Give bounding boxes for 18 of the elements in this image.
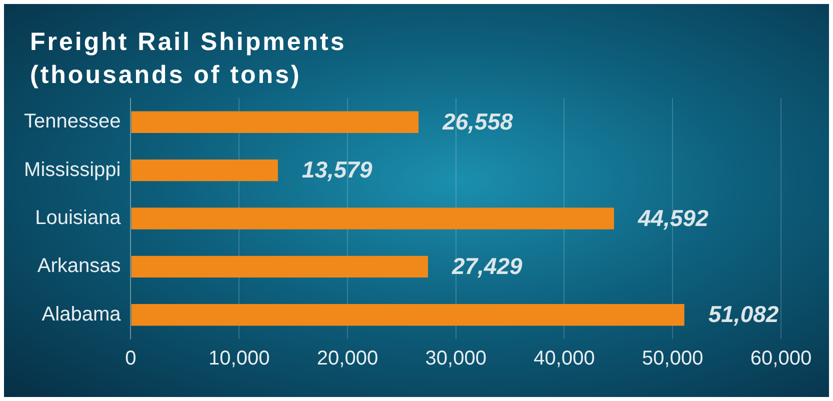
x-tick-label: 20,000: [316, 348, 378, 370]
x-tick-label: 0: [125, 348, 136, 370]
y-tick-label: Tennessee: [24, 110, 121, 133]
data-label: 27,429: [451, 253, 523, 280]
y-tick-label: Alabama: [42, 303, 122, 326]
x-tick-label: 30,000: [425, 348, 486, 370]
data-label: 13,579: [302, 156, 372, 183]
y-tick-label: Mississippi: [24, 158, 121, 181]
x-tick-label: 40,000: [534, 348, 595, 370]
x-tick-label: 50,000: [642, 348, 704, 370]
data-label: 26,558: [442, 108, 514, 134]
y-tick-label: Louisiana: [35, 207, 122, 230]
data-label: 51,082: [708, 301, 779, 328]
chart-title: Freight Rail Shipments (thousands of tons): [30, 27, 348, 91]
x-tick-label: 10,000: [208, 348, 270, 370]
y-tick-label: Arkansas: [37, 255, 121, 278]
x-tick-label: 60,000: [750, 348, 812, 370]
data-label: 44,592: [637, 204, 709, 231]
